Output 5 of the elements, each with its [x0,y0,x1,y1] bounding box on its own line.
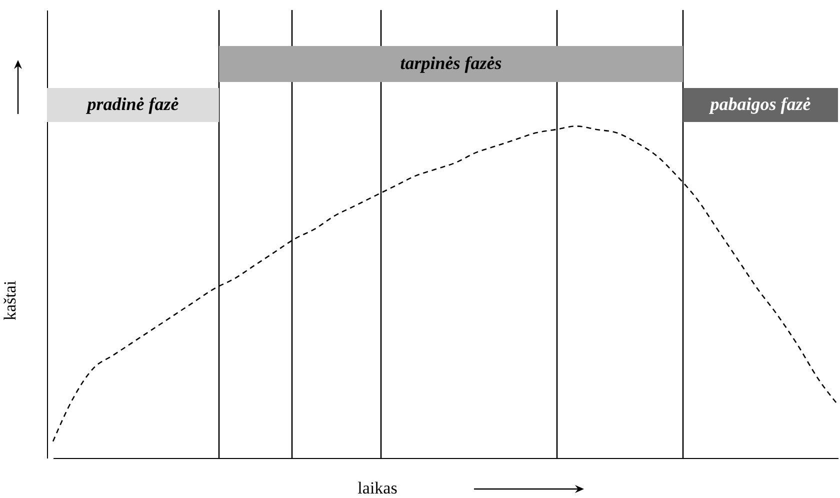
x-axis-title: laikas [358,478,398,498]
text: pabaigos fazė [708,94,811,114]
text: tarpinės fazės [400,53,502,73]
y-axis-title: kaštai [0,280,20,320]
text: pradinė fazė [85,94,179,114]
